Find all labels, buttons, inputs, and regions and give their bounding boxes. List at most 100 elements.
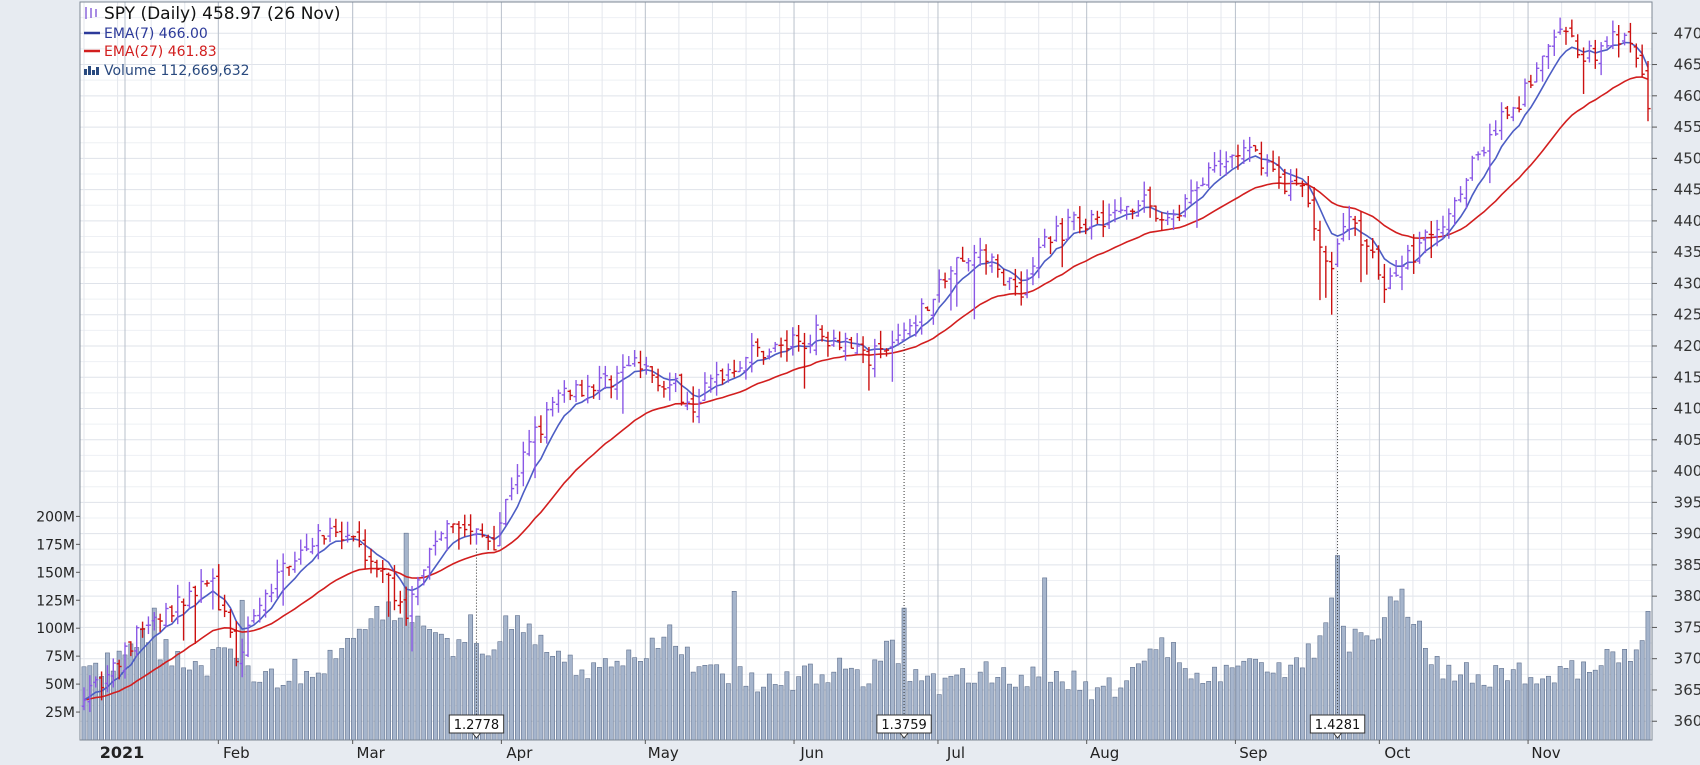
volume-bar [315,672,321,741]
ohlc-bar [1018,271,1024,306]
volume-bar [1411,624,1417,741]
volume-bar [386,601,392,741]
volume-bar [1206,681,1212,741]
ohlc-bar [907,318,913,337]
ohlc-bar [620,354,626,414]
volume-bar [1030,666,1036,741]
price-tick-label: 445 [1674,181,1700,199]
ohlc-bar [696,388,702,424]
volume-bar [755,691,761,741]
volume-icon-bar [88,66,91,75]
volume-bar [310,676,315,741]
ohlc-bar [743,356,749,380]
ohlc-bar [854,333,860,355]
volume-bar [1007,683,1012,741]
volume-bar [515,615,520,741]
volume-bar [1048,681,1053,741]
ohlc-bar [204,580,210,587]
volume-bar [1153,649,1159,741]
ohlc-bar [632,350,638,367]
volume-bar [766,673,772,741]
volume-axis: 25M 50M 75M 100M 125M 150M 175M 200M [36,509,80,721]
volume-bar [761,686,766,741]
ohlc-bar [1200,177,1206,187]
ohlc-bar [1170,209,1177,231]
ohlc-bar [134,625,140,657]
volume-bar [1493,665,1499,741]
ohlc-bar [889,330,895,382]
volume-bar [1118,687,1124,741]
volume-bar [1452,680,1458,741]
ohlc-bar [778,337,784,358]
volume-tick-label: 150M [36,565,75,581]
volume-bar [210,649,216,741]
volume-bar [1510,669,1516,741]
ohlc-bar [1340,212,1347,242]
volume-bar [1563,668,1569,741]
ohlc-bar [1428,220,1434,259]
ohlc-bar [280,553,286,606]
volume-bar [1106,677,1112,741]
volume-bar [1112,696,1118,741]
volume-bar [649,637,655,741]
ohlc-bar [374,559,380,578]
ohlc-bar [180,598,187,641]
volume-bar [1100,685,1106,741]
volume-bar [397,617,403,741]
ohlc-bar [1557,17,1563,35]
ohlc-bar [1621,32,1628,46]
volume-icon-bar [92,70,95,75]
volume-bar [438,633,444,741]
ohlc-bar [596,365,603,400]
ohlc-bar [93,676,99,688]
volume-bar [1622,649,1627,741]
ohlc-bar [1610,20,1616,50]
volume-bar [1235,665,1241,741]
marker-label: 1.2778 [454,718,500,733]
ohlc-bar [298,539,304,565]
ohlc-bar [1405,244,1411,270]
ohlc-bar [1645,60,1651,122]
ohlc-bar [175,584,181,625]
price-tick-label: 415 [1674,368,1700,386]
ohlc-bar [1194,181,1200,228]
price-tick-label: 430 [1674,274,1700,292]
volume-bar [415,615,421,741]
x-month-label: Apr [506,744,533,762]
ohlc-bar [192,585,198,644]
volume-bar [1616,662,1622,741]
ohlc-bar [538,415,544,443]
price-tick-label: 405 [1674,431,1700,449]
ohlc-bar [1293,168,1300,186]
volume-bar [1458,674,1463,741]
volume-bar [204,675,210,741]
ohlc-bar [309,537,316,555]
ohlc-bar [954,256,960,307]
ohlc-bar [942,272,948,289]
volume-bar [942,677,948,741]
volume-bar [1065,689,1071,741]
x-month-label: Aug [1090,744,1119,762]
legend-label: EMA(7) 466.00 [104,26,208,42]
ohlc-bar [860,336,866,364]
price-tick-label: 460 [1674,87,1700,105]
ohlc-bar [116,659,122,680]
ohlc-bar [1545,44,1552,69]
volume-bar [1575,678,1581,741]
volume-bar [1124,680,1130,741]
ohlc-bar [544,402,550,444]
ohlc-bar [233,620,239,667]
ohlc-bar [971,244,977,320]
volume-bar [538,634,544,741]
volume-bar [1475,674,1481,741]
ohlc-bar [848,336,854,349]
volume-bar [274,687,280,741]
marker-pointer [1332,732,1343,739]
ohlc-bar [1586,40,1593,63]
ohlc-bar [667,372,673,401]
ohlc-bar [1551,29,1557,56]
volume-bar [1387,596,1393,741]
ohlc-bar [661,380,667,398]
ohlc-bar [245,616,251,658]
ohlc-bar [1375,245,1382,280]
